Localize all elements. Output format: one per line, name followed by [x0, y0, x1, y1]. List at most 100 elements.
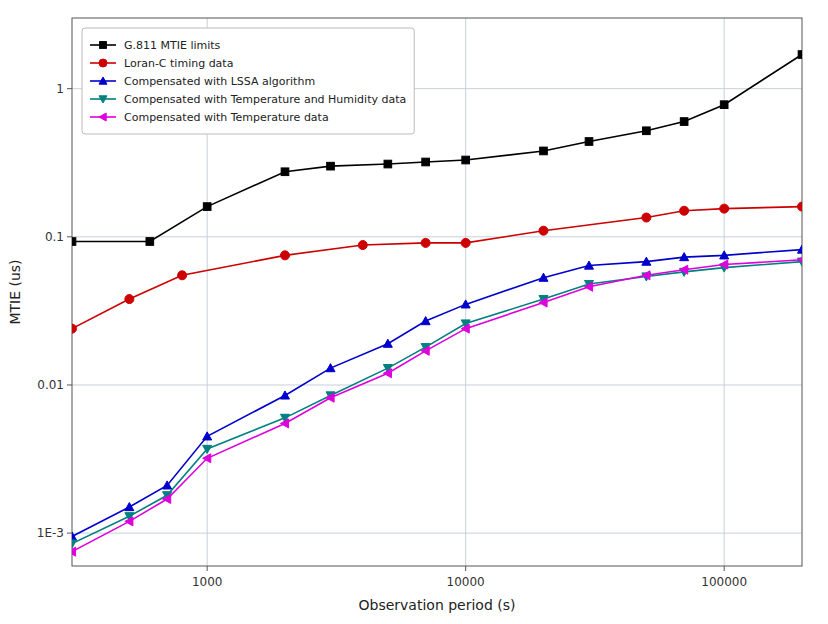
legend-items: G.811 MTIE limits Loran-C timing data Comp…: [90, 39, 406, 124]
x-tick: [465, 566, 466, 571]
data-point: [680, 253, 689, 261]
data-point: [720, 101, 728, 109]
x-grid-line: [724, 18, 725, 566]
data-point: [461, 300, 470, 308]
y-grid-line: [72, 384, 802, 385]
y-tick-label: 1: [56, 82, 64, 96]
axes: 1000100001000001E-30.010.11: [37, 18, 802, 589]
data-point: [163, 494, 171, 503]
series: [72, 51, 802, 246]
data-point: [203, 432, 212, 440]
y-grid-line: [72, 236, 802, 237]
y-tick: [67, 236, 72, 237]
data-point: [422, 158, 430, 166]
background: [0, 0, 828, 624]
legend-label: G.811 MTIE limits: [124, 39, 221, 52]
data-point: [125, 295, 134, 304]
data-point: [72, 324, 77, 333]
data-point: [125, 517, 133, 526]
data-point: [327, 162, 335, 170]
data-point: [178, 271, 187, 280]
legend-label: Compensated with LSSA algorithm: [124, 75, 315, 88]
x-tick-label: 1000: [192, 575, 223, 589]
y-tick: [67, 384, 72, 385]
data-point: [203, 454, 211, 463]
data-point: [163, 481, 172, 489]
data-point: [798, 245, 803, 253]
data-point: [203, 203, 211, 211]
x-tick-label: 100000: [701, 575, 747, 589]
series: [72, 255, 802, 556]
data-point: [585, 261, 594, 269]
y-tick-label: 0.01: [37, 378, 64, 392]
data-point: [72, 547, 76, 556]
series: [72, 202, 802, 333]
data-point: [643, 127, 651, 135]
chart-svg: 1000100001000001E-30.010.11Observation p…: [0, 0, 828, 624]
series-line: [72, 260, 802, 552]
data-point: [146, 238, 154, 246]
y-grid-line: [72, 533, 802, 534]
data-point: [281, 168, 289, 176]
y-axis-label: MTIE (us): [7, 259, 23, 324]
data-point: [539, 273, 548, 281]
data-point: [326, 364, 335, 372]
series-line: [72, 250, 802, 537]
y-tick: [67, 88, 72, 89]
series-line: [72, 262, 802, 544]
data-point: [642, 213, 651, 222]
data-point: [383, 339, 392, 347]
data-point: [326, 393, 334, 402]
data-point: [540, 147, 548, 155]
data-point: [720, 251, 729, 259]
legend: G.811 MTIE limits Loran-C timing data Comp…: [82, 28, 414, 134]
legend-label: Compensated with Temperature and Humidit…: [124, 93, 406, 106]
legend-box: [82, 28, 414, 134]
x-tick: [207, 566, 208, 571]
chart-container: 1000100001000001E-30.010.11Observation p…: [0, 0, 828, 624]
data-point: [539, 226, 548, 235]
data-point: [383, 369, 391, 378]
legend-label: Compensated with Temperature data: [124, 111, 329, 124]
series: [72, 245, 802, 540]
data-point: [421, 238, 430, 247]
legend-marker: [100, 42, 107, 49]
y-tick-label: 1E-3: [37, 526, 64, 540]
x-axis-label: Observation period (s): [359, 597, 516, 613]
grid: [72, 18, 802, 566]
data-point: [585, 282, 593, 291]
legend-marker: [99, 113, 106, 121]
legend-marker: [99, 96, 107, 103]
data-point: [358, 241, 367, 250]
data-point: [720, 204, 729, 213]
data-point: [642, 257, 651, 265]
data-point: [280, 251, 289, 260]
data-point: [72, 238, 76, 246]
series: [72, 258, 802, 548]
data-point: [280, 419, 288, 428]
data-point: [539, 298, 547, 307]
data-point: [421, 317, 430, 325]
data-point: [798, 51, 802, 59]
series-line: [72, 55, 802, 242]
data-point: [462, 156, 470, 164]
data-point: [461, 238, 470, 247]
legend-label: Loran-C timing data: [124, 57, 233, 70]
legend-marker: [99, 59, 107, 67]
legend-marker: [99, 77, 107, 84]
data-point: [585, 138, 593, 146]
series-line: [72, 207, 802, 329]
data-point: [798, 202, 803, 211]
x-grid-line: [465, 18, 466, 566]
x-tick: [724, 566, 725, 571]
data-point: [642, 271, 650, 280]
data-point: [680, 265, 688, 274]
y-tick-label: 0.1: [45, 230, 64, 244]
data-point: [680, 118, 688, 126]
data-point: [461, 324, 469, 333]
data-point: [72, 532, 77, 540]
plot-frame: [72, 18, 802, 566]
data-point: [798, 255, 803, 264]
data-point: [280, 391, 289, 399]
data-point: [384, 160, 392, 168]
